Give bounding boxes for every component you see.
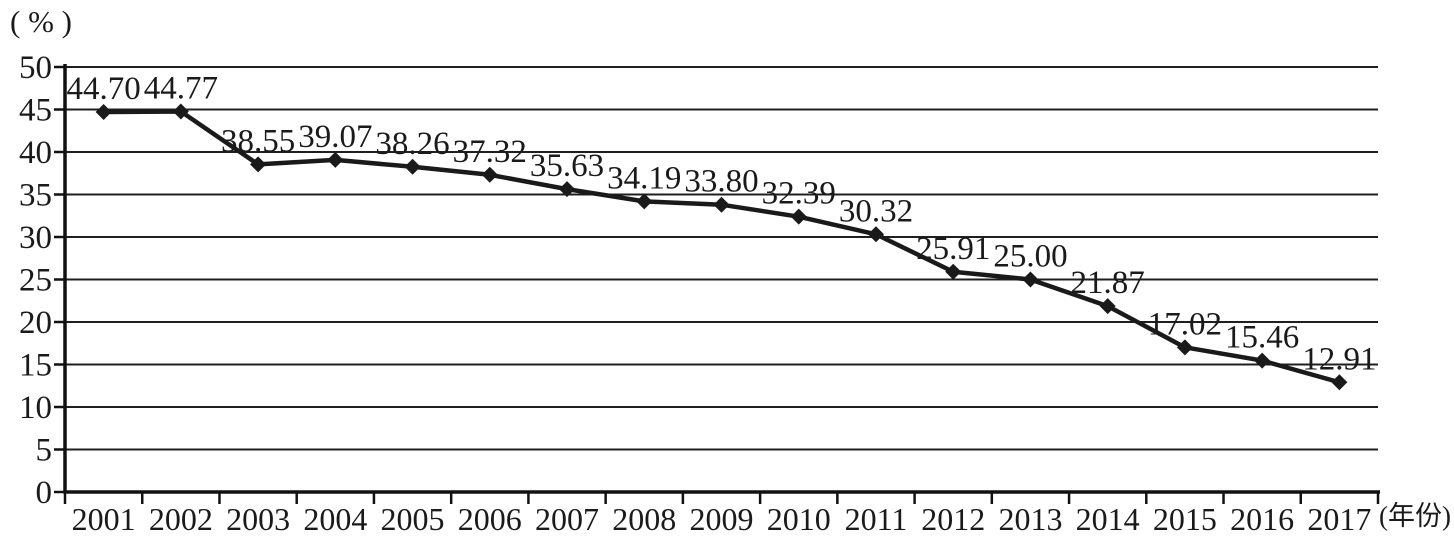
y-axis-tick-label: 40 — [19, 135, 52, 171]
y-axis-tick-label: 0 — [36, 475, 53, 511]
x-axis-category-label: 2010 — [767, 501, 831, 537]
data-label: 38.26 — [375, 126, 449, 162]
data-label: 44.70 — [66, 71, 140, 107]
x-axis-category-label: 2013 — [998, 501, 1062, 537]
data-point-marker — [636, 193, 653, 210]
data-label: 25.91 — [916, 231, 990, 267]
x-axis-category-label: 2011 — [845, 501, 908, 537]
data-point-marker — [1099, 298, 1116, 315]
data-label: 30.32 — [839, 193, 913, 229]
x-axis-category-label: 2015 — [1153, 501, 1217, 537]
x-axis-category-label: 2009 — [690, 501, 754, 537]
y-axis-tick-label: 15 — [19, 348, 52, 384]
data-label: 17.02 — [1148, 306, 1222, 342]
data-point-marker — [404, 158, 421, 175]
data-label: 38.55 — [221, 123, 295, 159]
data-point-marker — [790, 208, 807, 225]
y-axis-tick-label: 50 — [19, 50, 52, 86]
data-label: 21.87 — [1071, 265, 1145, 301]
data-point-marker — [327, 151, 344, 168]
data-label: 44.77 — [144, 70, 218, 106]
data-label: 25.00 — [993, 239, 1067, 275]
y-axis-tick-label: 10 — [19, 390, 52, 426]
data-label: 15.46 — [1225, 320, 1299, 356]
data-label: 32.39 — [762, 176, 836, 212]
x-axis-category-label: 2006 — [458, 501, 522, 537]
data-point-marker — [559, 181, 576, 198]
data-point-marker — [1331, 374, 1348, 391]
data-point-marker — [1022, 271, 1039, 288]
data-point-marker — [172, 103, 189, 120]
x-axis-category-label: 2003 — [226, 501, 290, 537]
data-label: 12.91 — [1302, 341, 1376, 377]
data-label: 34.19 — [607, 160, 681, 196]
data-label: 33.80 — [684, 164, 758, 200]
data-point-marker — [95, 104, 112, 121]
x-axis-category-label: 2014 — [1076, 501, 1140, 537]
y-axis-tick-label: 30 — [19, 220, 52, 256]
y-axis-tick-label: 5 — [36, 433, 53, 469]
data-point-marker — [713, 196, 730, 213]
y-axis-tick-label: 35 — [19, 178, 52, 214]
x-axis-category-label: 2008 — [612, 501, 676, 537]
data-point-marker — [481, 166, 498, 183]
x-axis-category-label: 2004 — [303, 501, 367, 537]
y-axis-unit-label: ( % ) — [10, 4, 72, 39]
data-point-marker — [945, 263, 962, 280]
data-label: 35.63 — [530, 148, 604, 184]
y-axis-tick-label: 45 — [19, 93, 52, 129]
x-axis-category-label: 2005 — [381, 501, 445, 537]
x-axis-category-label: 2017 — [1307, 501, 1371, 537]
y-axis-tick-label: 20 — [19, 305, 52, 341]
x-axis-category-label: 2002 — [149, 501, 213, 537]
x-axis-category-label: 2016 — [1230, 501, 1294, 537]
y-axis-tick-label: 25 — [19, 263, 52, 299]
data-label: 39.07 — [298, 119, 372, 155]
data-point-marker — [1176, 339, 1193, 356]
data-point-marker — [867, 226, 884, 243]
x-axis-category-label: 2007 — [535, 501, 599, 537]
data-point-marker — [1254, 352, 1271, 369]
x-axis-category-label: 2012 — [921, 501, 985, 537]
x-axis-category-label: 2001 — [72, 501, 136, 537]
x-axis-unit-label: (年份) — [1379, 501, 1451, 531]
data-label: 37.32 — [453, 134, 527, 170]
data-point-marker — [250, 156, 267, 173]
